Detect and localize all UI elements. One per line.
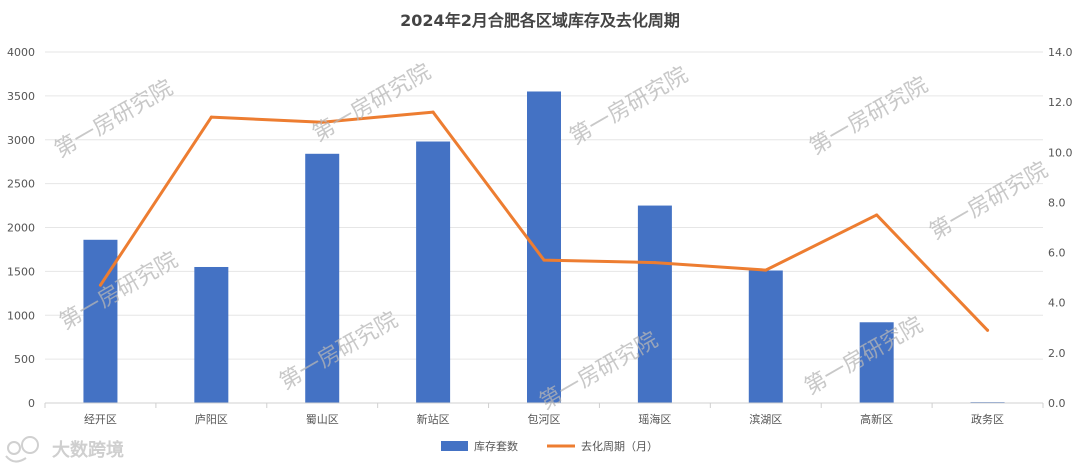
- logo-text: 大数跨境: [52, 439, 124, 461]
- line-point: [98, 283, 102, 287]
- watermark-text: 第一房研究院: [56, 248, 183, 336]
- bar: [637, 205, 672, 403]
- y-left-tick-label: 500: [14, 353, 35, 366]
- y-right-tick-label: 0.0: [1048, 397, 1066, 410]
- bar: [416, 141, 451, 403]
- x-tick-label: 蜀山区: [306, 413, 339, 426]
- line-point: [542, 258, 546, 262]
- line-point: [875, 213, 879, 217]
- watermark-text: 第一房研究院: [926, 158, 1053, 246]
- y-left-tick-label: 1000: [7, 309, 35, 322]
- line-point: [986, 328, 990, 332]
- x-tick-label: 滨湖区: [749, 412, 782, 426]
- x-tick-label: 庐阳区: [195, 412, 228, 426]
- y-right-tick-label: 2.0: [1048, 347, 1066, 360]
- legend-label-bar: 库存套数: [474, 439, 518, 453]
- y-left-tick-label: 1500: [7, 265, 35, 278]
- y-left-tick-label: 2000: [7, 222, 35, 235]
- logo-icon: [5, 436, 39, 463]
- watermark-text: 第一房研究院: [806, 73, 933, 161]
- line-point: [431, 110, 435, 114]
- line-layer: [98, 110, 990, 332]
- y-left-tick-label: 2500: [7, 178, 35, 191]
- x-tick-label: 经开区: [84, 413, 117, 426]
- y-right-tick-label: 4.0: [1048, 297, 1066, 310]
- chart-title: 2024年2月合肥各区域库存及去化周期: [400, 11, 680, 30]
- y-left-tick-label: 3000: [7, 134, 35, 147]
- x-tick-label: 包河区: [528, 413, 561, 426]
- line-point: [764, 268, 768, 272]
- bar: [194, 266, 229, 403]
- watermark-text: 第一房研究院: [51, 76, 178, 164]
- bar: [305, 153, 340, 403]
- y-right-tick-label: 6.0: [1048, 247, 1066, 260]
- legend-label-line: 去化周期（月）: [581, 439, 658, 453]
- legend: 库存套数 去化周期（月）: [441, 439, 658, 453]
- x-tick-label: 政务区: [971, 412, 1004, 426]
- line-point: [320, 120, 324, 124]
- x-tick-label: 高新区: [860, 412, 893, 426]
- y-left-tick-label: 4000: [7, 46, 35, 59]
- y-right-tick-label: 10.0: [1048, 146, 1073, 159]
- x-tick-label: 新站区: [417, 412, 450, 426]
- y-left-tick-label: 3500: [7, 90, 35, 103]
- bar: [527, 91, 561, 404]
- watermark-text: 第一房研究院: [309, 60, 436, 148]
- axis-layer: 0 500 1000 1500 2000 2500 3000 3500 4000 0.0 2.0 4.…: [7, 46, 1073, 426]
- x-tick-label: 瑶海区: [638, 412, 671, 426]
- bar: [859, 322, 894, 403]
- y-right-tick-label: 14.0: [1048, 46, 1073, 59]
- y-right-tick-label: 12.0: [1048, 96, 1073, 109]
- y-left-tick-label: 0: [28, 397, 35, 410]
- logo: 大数跨境: [5, 436, 124, 463]
- line-point: [653, 261, 657, 265]
- y-right-tick-label: 8.0: [1048, 196, 1066, 209]
- legend-swatch-bar: [441, 441, 468, 451]
- line-point: [209, 115, 213, 119]
- bar-layer: [83, 91, 1005, 404]
- bar: [748, 270, 783, 403]
- watermark-text: 第一房研究院: [566, 63, 693, 151]
